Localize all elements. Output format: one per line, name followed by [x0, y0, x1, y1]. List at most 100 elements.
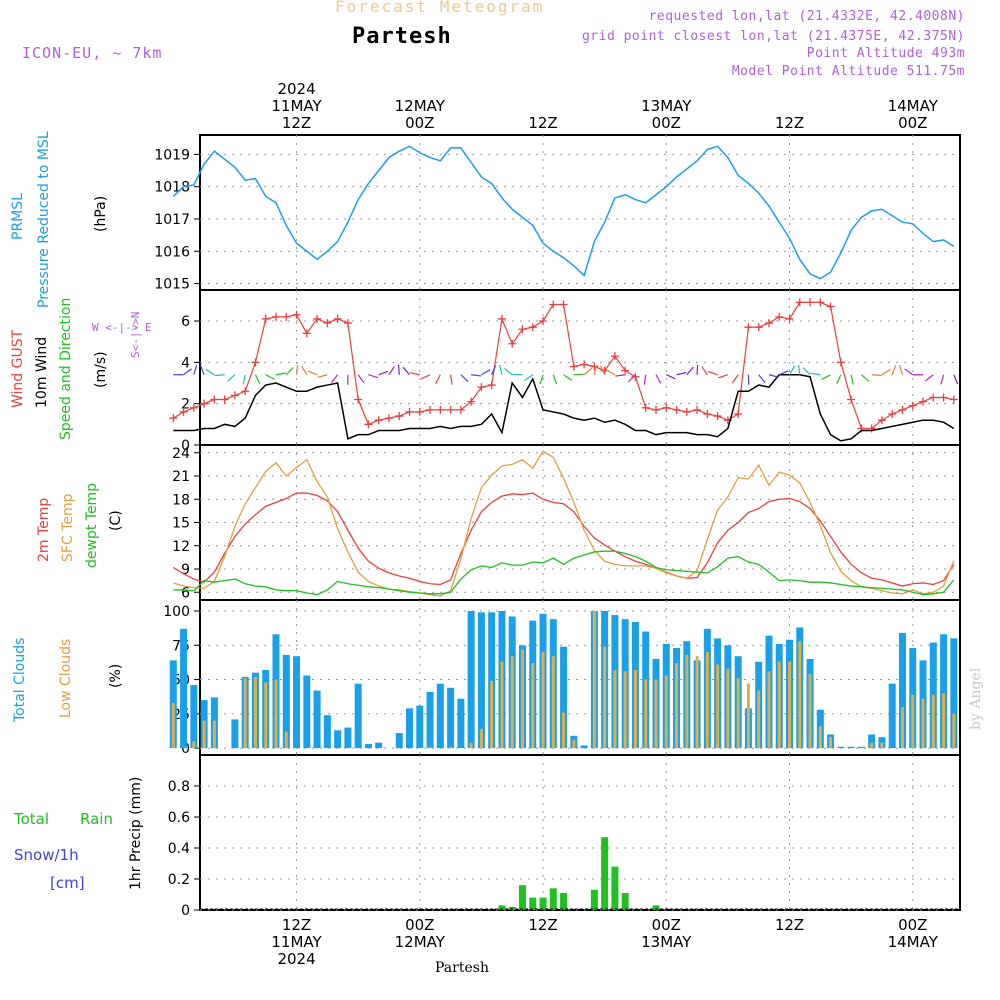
bar-total-rain [539, 897, 547, 910]
bar-total-clouds [467, 610, 475, 749]
bar-total-rain [560, 892, 568, 910]
wind-direction-arrow [402, 366, 410, 376]
gust-marker [836, 358, 845, 367]
bar-low-clouds [572, 739, 576, 749]
wind-direction-arrow [330, 374, 339, 383]
bar-total-rain [529, 897, 537, 910]
ylabel-total-clouds: Total Clouds [12, 638, 28, 723]
model-altitude: Model Point Altitude 511.75m [731, 64, 965, 79]
bar-total-rain [498, 905, 506, 910]
gust-marker [272, 312, 280, 321]
bar-low-clouds [212, 720, 216, 749]
bottom-time-label: 00Z [405, 916, 434, 934]
wind-direction-arrow [861, 374, 870, 382]
bar-total-clouds [375, 742, 383, 749]
series-line-prmsl [172, 145, 955, 280]
bar-total-clouds [323, 715, 331, 749]
wind-direction-arrow [378, 370, 389, 376]
gust-marker [436, 405, 445, 414]
top-time-label: 11MAY [271, 97, 322, 115]
wind-direction-arrow [460, 374, 469, 383]
bar-total-clouds [837, 746, 845, 749]
wind-direction-arrow [686, 366, 694, 376]
series-line-2m-temp [172, 492, 955, 587]
gust-marker [508, 339, 517, 348]
bar-low-clouds [253, 676, 257, 749]
point-altitude: Point Altitude 493m [806, 46, 965, 61]
gust-marker [877, 416, 886, 425]
gust-marker [549, 300, 558, 309]
gust-marker [908, 401, 917, 410]
wind-direction-arrow [573, 373, 584, 376]
wind-direction-arrow [666, 374, 676, 380]
wind-direction-arrow [183, 368, 192, 376]
bar-total-clouds [477, 612, 485, 749]
wind-direction-arrow [504, 367, 513, 376]
gust-marker [426, 405, 435, 414]
wind-direction-arrow [871, 374, 882, 377]
bar-total-clouds [303, 675, 311, 749]
gust-marker [569, 362, 578, 371]
bottom-time-label: 12MAY [395, 933, 446, 951]
bar-low-clouds [880, 742, 884, 749]
bar-total-clouds [940, 634, 948, 749]
legend-total: Total [13, 810, 49, 828]
wind-direction-arrow [925, 374, 934, 382]
wind-direction-arrow [891, 365, 897, 375]
gust-marker [744, 323, 753, 332]
legend-cm: [cm] [50, 874, 85, 892]
bar-total-clouds [334, 730, 342, 749]
bar-low-clouds [757, 690, 761, 749]
wind-direction-arrow [940, 374, 945, 385]
wind-direction-arrow [797, 364, 801, 375]
wind-direction-arrow [676, 371, 687, 376]
gust-marker [641, 403, 650, 412]
wind-direction-arrow [227, 374, 236, 382]
wind-direction-arrow [199, 365, 205, 375]
bottom-time-label: 14MAY [888, 933, 939, 951]
gust-marker [703, 410, 712, 418]
bar-total-clouds [447, 687, 455, 749]
gust-marker [241, 387, 250, 396]
wind-direction-arrow [498, 364, 503, 375]
ytick-label: 1015 [154, 277, 190, 293]
gust-marker [528, 323, 537, 332]
bottom-time-label: 12Z [282, 916, 311, 934]
compass-ns: S<-|->N [129, 312, 142, 358]
bar-low-clouds [202, 720, 206, 749]
wind-direction-arrow [850, 374, 854, 385]
wind-direction-arrow [788, 365, 796, 376]
gust-marker [230, 391, 239, 400]
wind-direction-arrow [768, 374, 779, 378]
station-title: Partesh [352, 24, 452, 49]
bar-total-clouds [231, 719, 239, 749]
ylabel-low-clouds: Low Clouds [58, 639, 74, 718]
wind-direction-arrow [953, 374, 959, 385]
bar-low-clouds [603, 646, 607, 749]
wind-direction-arrow [593, 364, 598, 375]
series-line-sfc-temp [173, 450, 955, 597]
wind-direction-arrow [409, 372, 420, 376]
gust-marker [333, 314, 342, 323]
wind-direction-arrow [904, 368, 914, 376]
ylabel-percent: (%) [108, 664, 124, 688]
gust-marker [477, 383, 486, 392]
panel-frame-wind [199, 289, 961, 446]
requested-location: requested lon,lat (21.4332E, 42.4008N) [648, 9, 965, 24]
gust-marker [220, 395, 229, 404]
wind-direction-arrow [301, 365, 308, 376]
top-time-label: 12Z [528, 114, 557, 132]
bar-low-clouds [551, 656, 555, 749]
ytick-label: 100 [163, 604, 190, 620]
gust-marker [621, 366, 630, 375]
bar-total-clouds [344, 727, 352, 749]
bar-low-clouds [829, 737, 833, 749]
bar-low-clouds [788, 661, 792, 749]
legend-snow: Snow/1h [14, 846, 79, 864]
ylabel-wind-gust: Wind GUST [10, 329, 26, 408]
wind-direction-arrow [898, 364, 904, 375]
ytick-label: 0 [181, 903, 190, 919]
gust-marker [795, 298, 804, 307]
gust-marker [898, 405, 907, 414]
